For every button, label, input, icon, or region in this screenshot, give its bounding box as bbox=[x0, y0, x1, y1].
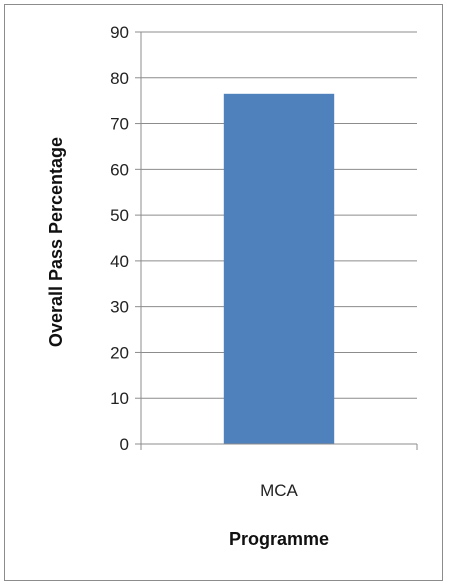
x-axis-title: Programme bbox=[229, 529, 329, 549]
x-tick-label: MCA bbox=[260, 481, 298, 500]
bars bbox=[223, 93, 335, 445]
y-tick-label: 40 bbox=[110, 252, 129, 271]
bar-mca bbox=[223, 93, 335, 445]
y-tick-label: 30 bbox=[110, 298, 129, 317]
y-tick-label: 50 bbox=[110, 206, 129, 225]
y-axis-title: Overall Pass Percentage bbox=[46, 137, 66, 347]
y-tick-label: 80 bbox=[110, 69, 129, 88]
y-tick-labels: 0 10 20 30 40 50 60 70 80 90 bbox=[110, 23, 141, 454]
y-tick-label: 10 bbox=[110, 389, 129, 408]
x-tick-labels: MCA bbox=[140, 444, 418, 500]
chart-frame bbox=[4, 4, 443, 581]
y-tick-label: 90 bbox=[110, 23, 129, 42]
y-tick-label: 70 bbox=[110, 115, 129, 134]
y-tick-label: 60 bbox=[110, 160, 129, 179]
y-tick-label: 20 bbox=[110, 343, 129, 362]
y-tick-label: 0 bbox=[120, 435, 129, 454]
